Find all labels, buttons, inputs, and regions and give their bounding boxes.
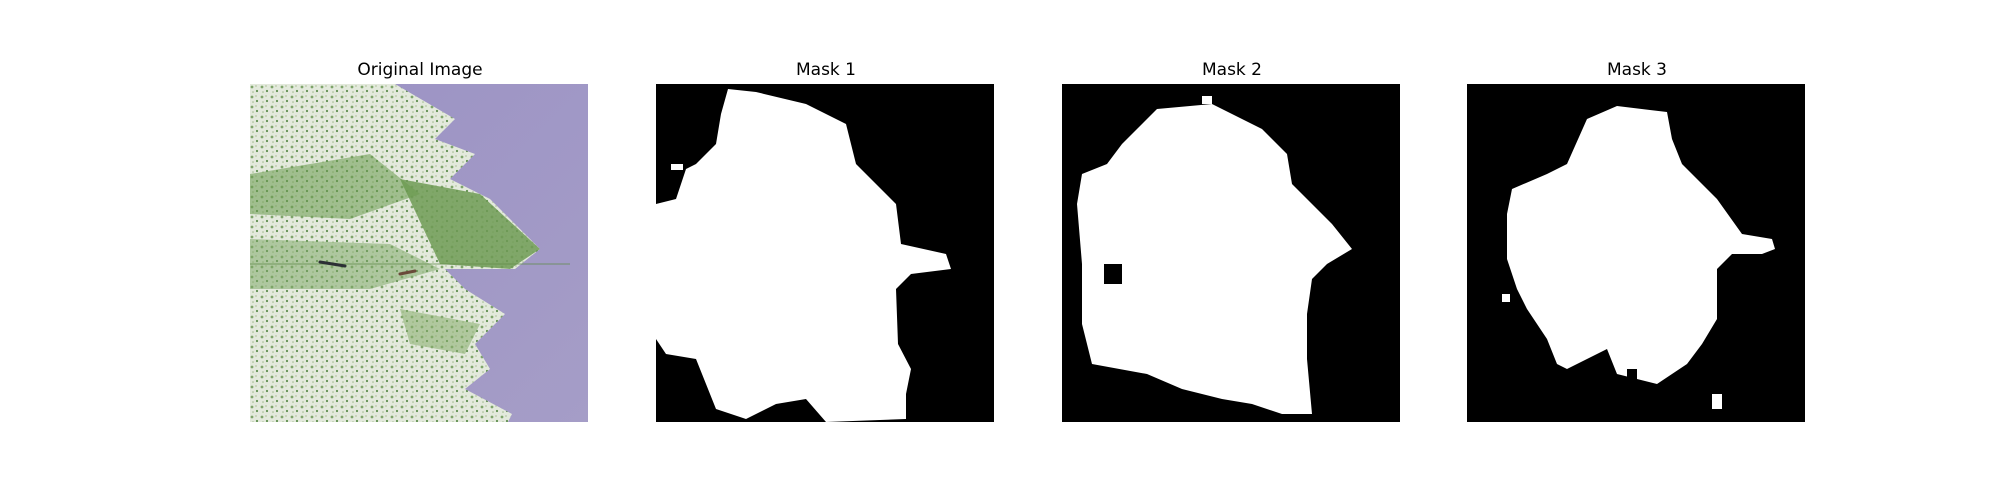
panel-title: Original Image [357,60,483,80]
mask-2-image [1062,84,1400,422]
panel-original-image: Original Image [250,60,590,422]
panel-title: Mask 1 [795,60,856,80]
panel-title: Mask 2 [1201,60,1262,80]
panel-mask-2: Mask 2 [1062,60,1402,422]
mask-1-image [656,84,994,422]
mask-3-image [1467,84,1805,422]
original-leaf-image [250,84,588,422]
panel-mask-3: Mask 3 [1467,60,1807,422]
panel-title: Mask 3 [1606,60,1667,80]
panel-mask-1: Mask 1 [656,60,996,422]
